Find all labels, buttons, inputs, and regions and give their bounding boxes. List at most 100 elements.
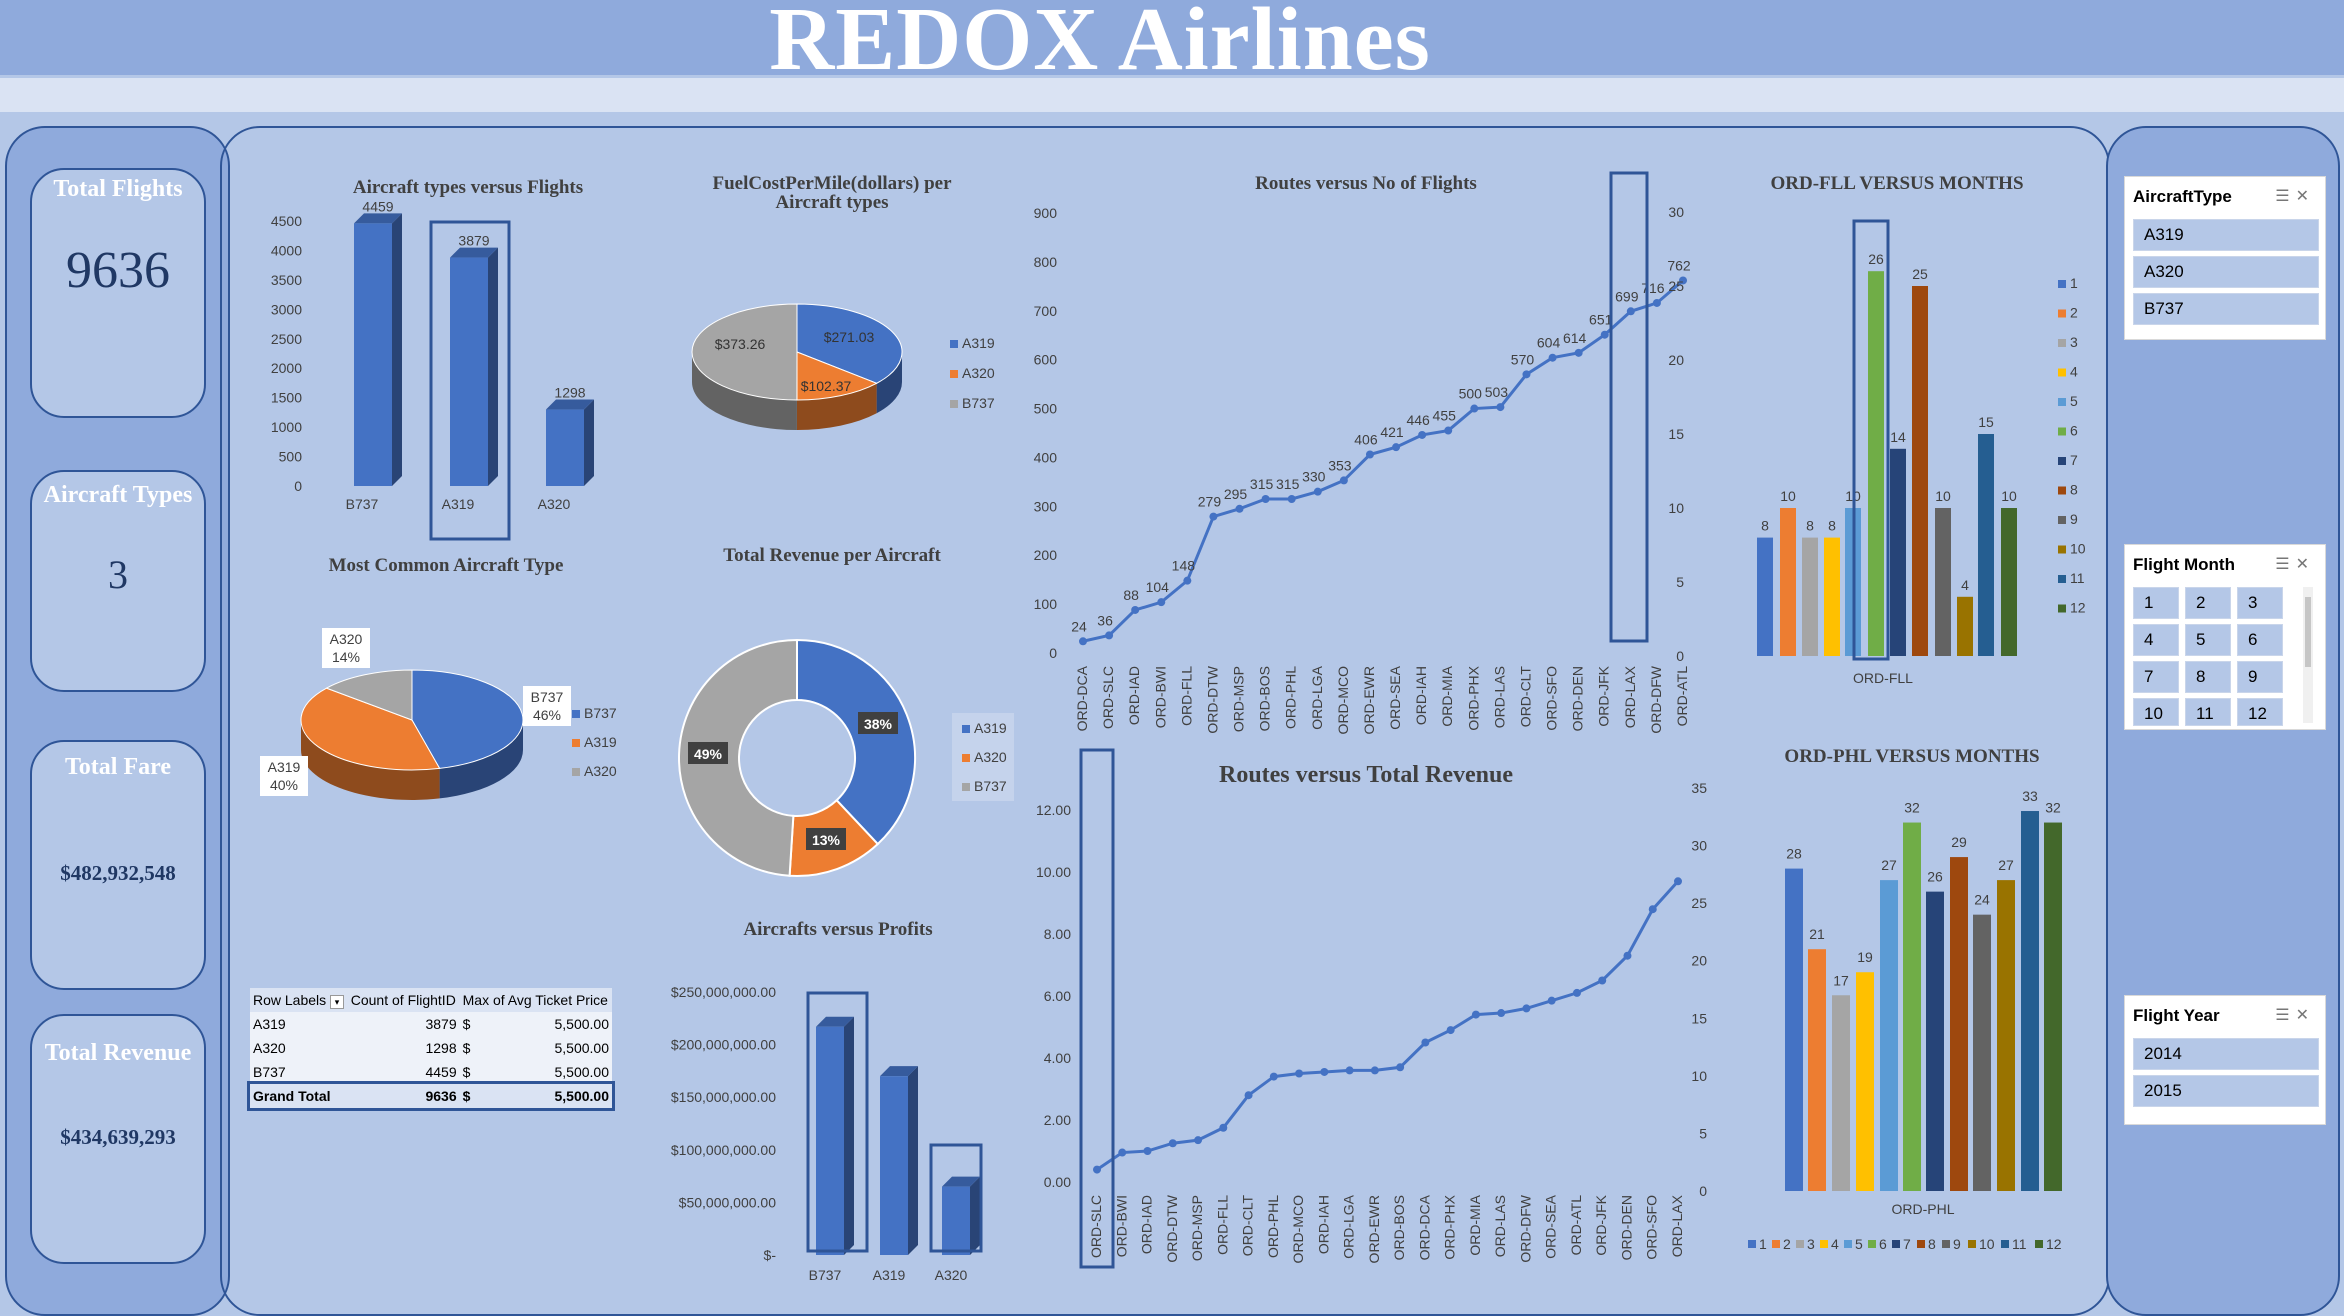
legend-swatch: [2058, 487, 2066, 495]
y-tick-label: 600: [1034, 352, 1058, 368]
x-axis-label: ORD-FLL: [1853, 670, 1913, 686]
data-label: 446: [1406, 412, 1430, 428]
bar: [816, 1027, 844, 1255]
legend-label: 6: [1879, 1236, 1887, 1252]
legend-swatch: [2058, 398, 2066, 406]
y-tick-label: 30: [1668, 204, 1684, 220]
legend-swatch: [2058, 339, 2066, 347]
highlight-box: [1611, 173, 1647, 641]
y-tick-label: 900: [1034, 205, 1058, 221]
data-point: [1314, 488, 1322, 496]
data-label: 25: [1912, 266, 1928, 282]
data-label: 49%: [694, 746, 723, 762]
data-point: [1131, 606, 1139, 614]
y-tick-label: 4500: [271, 213, 302, 229]
legend-label: 8: [1928, 1236, 1936, 1252]
data-label: 762: [1667, 257, 1691, 273]
chart-title: FuelCostPerMile(dollars) per: [712, 173, 952, 194]
data-label: 4: [1961, 577, 1969, 593]
x-axis-label: ORD-PHL: [1891, 1201, 1954, 1217]
bar-side: [584, 400, 594, 486]
data-label: 10: [2001, 488, 2017, 504]
y-tick-label: 30: [1691, 838, 1707, 854]
legend-label: 12: [2046, 1236, 2062, 1252]
legend-label: 12: [2070, 600, 2086, 616]
series-line: [1083, 280, 1683, 641]
x-tick-label: ORD-IAH: [1315, 1195, 1331, 1254]
legend-swatch: [1772, 1240, 1780, 1248]
legend-label: 10: [2070, 541, 2086, 557]
x-tick-label: ORD-DCA: [1416, 1194, 1432, 1260]
x-tick-label: ORD-BWI: [1152, 666, 1168, 728]
bar: [354, 223, 392, 486]
data-point: [1573, 989, 1581, 997]
data-label: 330: [1302, 469, 1326, 485]
data-label: 40%: [270, 777, 298, 793]
legend-label: A319: [962, 335, 995, 351]
legend-swatch: [1748, 1240, 1756, 1248]
bar: [1868, 271, 1884, 656]
data-point: [1093, 1166, 1101, 1174]
x-tick-label: ORD-FLL: [1214, 1195, 1230, 1255]
data-label: 19: [1857, 949, 1873, 965]
y-tick-label: 5: [1699, 1125, 1707, 1141]
legend-swatch: [2058, 605, 2066, 613]
bar: [1802, 538, 1818, 656]
chart-title: Aircrafts versus Profits: [743, 919, 932, 940]
data-point: [1194, 1136, 1202, 1144]
data-label: 699: [1615, 288, 1639, 304]
legend-swatch: [2058, 369, 2066, 377]
x-tick-label: A320: [538, 496, 571, 512]
x-tick-label: ORD-FLL: [1178, 666, 1194, 726]
x-tick-label: ORD-CLT: [1517, 666, 1533, 728]
x-tick-label: ORD-LAX: [1669, 1194, 1685, 1257]
data-point: [1219, 1124, 1227, 1132]
data-point: [1522, 1004, 1530, 1012]
y-tick-label: 2500: [271, 331, 302, 347]
legend-swatch: [2035, 1240, 2043, 1248]
legend-label: 11: [2012, 1236, 2027, 1252]
y-tick-label: 10: [1668, 500, 1684, 516]
data-label: 21: [1809, 926, 1825, 942]
data-point: [1627, 307, 1635, 315]
x-tick-label: ORD-DFW: [1648, 665, 1664, 733]
legend-swatch: [1820, 1240, 1828, 1248]
legend-swatch: [1868, 1240, 1876, 1248]
data-label: 570: [1511, 351, 1535, 367]
y-tick-label: 2.00: [1044, 1112, 1071, 1128]
x-tick-label: A319: [442, 496, 475, 512]
data-point: [1320, 1068, 1328, 1076]
y-tick-label: 0: [294, 478, 302, 494]
y-tick-label: 0: [1049, 645, 1057, 661]
data-label: 88: [1123, 587, 1139, 603]
y-tick-label: 3000: [271, 301, 302, 317]
x-tick-label: ORD-PHX: [1442, 1194, 1458, 1259]
data-point: [1236, 505, 1244, 513]
y-tick-label: 800: [1034, 254, 1058, 270]
data-point: [1418, 431, 1426, 439]
x-tick-label: ORD-DEN: [1618, 1195, 1634, 1260]
legend-swatch: [1844, 1240, 1852, 1248]
data-point: [1346, 1066, 1354, 1074]
data-point: [1470, 405, 1478, 413]
x-tick-label: ORD-DTW: [1204, 665, 1220, 733]
bar: [450, 258, 488, 486]
y-tick-label: 400: [1034, 449, 1058, 465]
data-point: [1183, 577, 1191, 585]
y-tick-label: 12.00: [1036, 802, 1071, 818]
data-label: 406: [1354, 432, 1378, 448]
data-label: 295: [1224, 486, 1248, 502]
data-label: 716: [1641, 280, 1665, 296]
legend-label: 9: [1953, 1236, 1961, 1252]
x-tick-label: ORD-JFK: [1593, 1194, 1609, 1255]
y-tick-label: 0: [1699, 1183, 1707, 1199]
data-point: [1262, 495, 1270, 503]
x-tick-label: ORD-LAX: [1622, 665, 1638, 728]
data-point: [1371, 1066, 1379, 1074]
x-tick-label: ORD-LGA: [1309, 665, 1325, 729]
x-tick-label: ORD-LAS: [1492, 1195, 1508, 1257]
data-label: 36: [1097, 612, 1113, 628]
x-tick-label: ORD-ATL: [1568, 1195, 1584, 1256]
y-tick-label: 0: [1676, 648, 1684, 664]
legend-label: 4: [1831, 1236, 1839, 1252]
